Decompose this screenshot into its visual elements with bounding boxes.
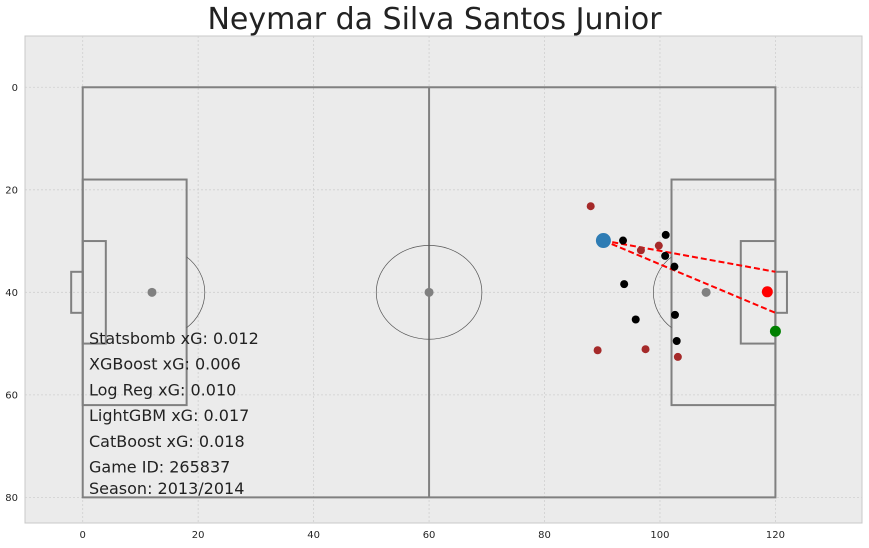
x-tick-label: 80 [538, 530, 551, 541]
opponent-point [670, 310, 679, 319]
penalty-spot [424, 287, 434, 297]
teammate-point [636, 246, 645, 255]
annotation-text: CatBoost xG: 0.018 [89, 432, 245, 451]
chart-title: Neymar da Silva Santos Junior [207, 2, 662, 37]
y-tick-label: 60 [5, 390, 18, 401]
right-goal [774, 270, 788, 314]
opponent-point [661, 251, 670, 260]
opponent-point [672, 337, 681, 346]
left-penalty-arc [186, 256, 206, 329]
y-tick-label: 80 [5, 493, 18, 504]
y-tick-label: 40 [5, 288, 18, 299]
opponent-point [661, 230, 670, 239]
annotation-text: LightGBM xG: 0.017 [89, 406, 249, 425]
annotation-text: Season: 2013/2014 [89, 479, 244, 498]
teammate-point [586, 202, 595, 211]
shot-end-point [761, 286, 773, 298]
annotation-text: Log Reg xG: 0.010 [89, 380, 236, 399]
left-goal [70, 270, 84, 314]
centre-circle [375, 245, 483, 340]
shot-cone-lines [603, 239, 776, 314]
x-tick-label: 0 [80, 530, 86, 541]
penalty-spot [701, 287, 711, 297]
teammate-point [641, 345, 650, 354]
opponent-point [670, 262, 679, 271]
annotation-text: XGBoost xG: 0.006 [89, 355, 241, 374]
shot-line [603, 239, 776, 273]
annotation-text: Game ID: 265837 [89, 458, 230, 477]
shooter-point [595, 233, 611, 249]
pitch-markings [70, 86, 788, 499]
x-tick-label: 20 [192, 530, 205, 541]
y-tick-label: 20 [5, 185, 18, 196]
penalty-spot [147, 287, 157, 297]
opponent-point [631, 315, 640, 324]
teammate-point [673, 352, 682, 361]
shot-line [603, 239, 776, 314]
x-tick-label: 120 [766, 530, 785, 541]
player-points [147, 202, 781, 361]
axis-ticks: 0 20 40 60 80 100 120 0 20 40 60 80 [5, 83, 785, 541]
x-tick-label: 40 [307, 530, 320, 541]
x-tick-label: 100 [650, 530, 669, 541]
plot-background [24, 35, 863, 524]
xg-annotations: Statsbomb xG: 0.012 XGBoost xG: 0.006 Log … [89, 329, 259, 498]
right-penalty-arc [653, 256, 672, 329]
goalkeeper-point [769, 325, 781, 337]
opponent-point [620, 280, 629, 289]
x-tick-label: 60 [423, 530, 436, 541]
y-tick-label: 0 [12, 83, 18, 94]
teammate-point [654, 241, 663, 250]
opponent-point [619, 236, 628, 245]
annotation-text: Statsbomb xG: 0.012 [89, 329, 259, 348]
teammate-point [593, 346, 602, 355]
